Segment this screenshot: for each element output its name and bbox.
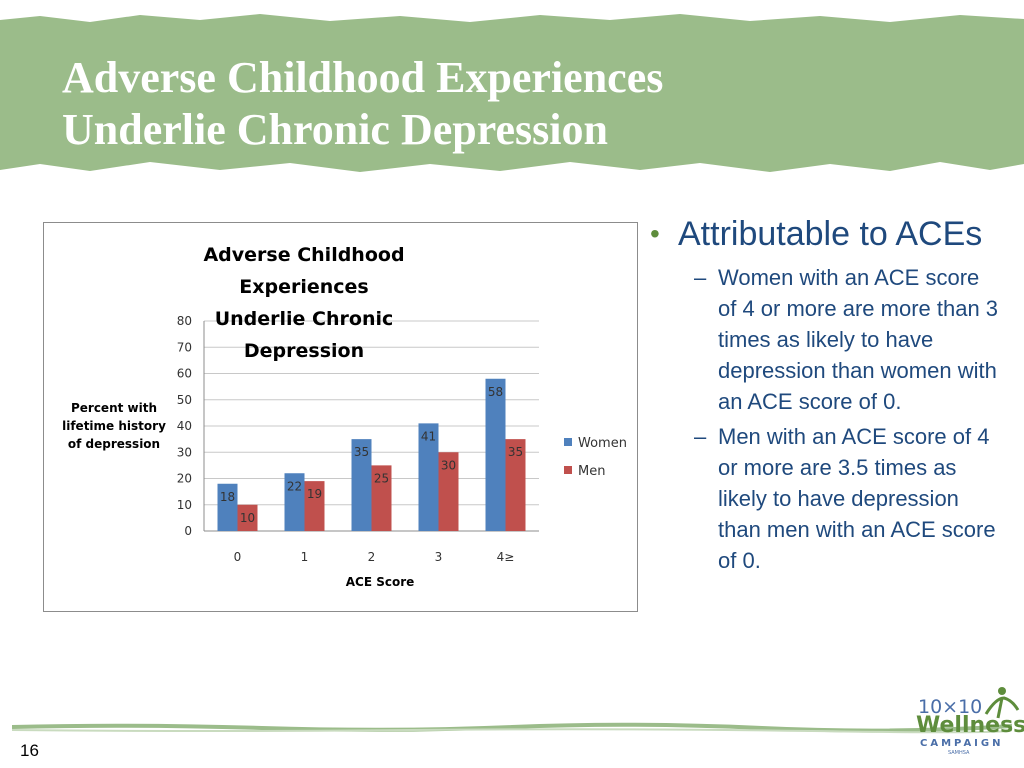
banner-shape: [0, 14, 1024, 172]
x-axis-label: ACE Score: [345, 575, 415, 589]
y-tick-label: 30: [177, 445, 192, 459]
legend-swatch-women: [564, 438, 572, 446]
x-tick-label: 1: [301, 550, 309, 564]
chart-title-line2: Underlie Chronic Depression: [214, 308, 394, 362]
chart-title-line1: Adverse Childhood Experiences: [203, 244, 405, 298]
bar-women: [217, 483, 238, 531]
logo-main: Wellness: [916, 713, 1024, 738]
slide-title-line2: Underlie Chronic Depression: [62, 105, 608, 154]
footer-divider: [12, 722, 1012, 734]
bar-men: [237, 504, 258, 531]
legend-item-women: Women: [564, 436, 627, 451]
y-axis-label-line3: of depression: [67, 437, 161, 451]
y-tick-label: 80: [177, 314, 192, 328]
bar-men: [438, 452, 459, 531]
bullet-dot: •: [650, 218, 660, 249]
bar-men: [304, 481, 325, 531]
data-label: 58: [488, 385, 503, 399]
y-axis-label-line1: Percent with: [70, 401, 158, 415]
x-tick-label: 4≥: [497, 550, 515, 564]
wellness-campaign-logo: 10×10 Wellness CAMPAIGN SAMHSA: [914, 686, 1024, 756]
dash-marker: –: [694, 265, 707, 290]
y-tick-label: 20: [177, 472, 192, 486]
page-number: 16: [20, 741, 39, 760]
y-tick-label: 60: [177, 367, 192, 381]
bar-women: [284, 473, 305, 531]
x-tick-label: 3: [435, 550, 443, 564]
data-label: 22: [287, 479, 302, 493]
dash-marker: –: [694, 424, 707, 449]
bar-men: [505, 439, 526, 531]
data-label: 35: [508, 445, 523, 459]
data-label: 25: [374, 471, 389, 485]
bullet-main: • Attributable to ACEs: [650, 214, 1000, 254]
y-tick-label: 40: [177, 419, 192, 433]
sub-bullet-text: Men with an ACE score of 4 or more are 3…: [718, 424, 996, 573]
bullet-list: • Attributable to ACEs – Women with an A…: [650, 214, 1000, 580]
y-tick-label: 10: [177, 498, 192, 512]
logo-top: 10×10: [918, 696, 983, 718]
sub-bullet-text: Women with an ACE score of 4 or more are…: [718, 265, 999, 414]
slide-title-line1: Adverse Childhood Experiences: [62, 53, 664, 102]
bullet-main-text: Attributable to ACEs: [678, 215, 983, 253]
chart-title: Adverse Childhood Experiences Underlie C…: [154, 239, 454, 367]
y-axis-label-line2: lifetime history: [62, 419, 166, 433]
bar-women: [351, 439, 372, 531]
data-label: 18: [220, 490, 235, 504]
data-label: 10: [240, 511, 255, 525]
sub-bullet-women: – Women with an ACE score of 4 or more a…: [650, 262, 1000, 417]
slide-title: Adverse Childhood Experiences Underlie C…: [62, 52, 663, 156]
data-label: 35: [354, 445, 369, 459]
logo-tiny: SAMHSA: [948, 750, 970, 756]
legend-item-men: Men: [564, 464, 605, 479]
bar-men: [371, 465, 392, 531]
legend-label-men: Men: [578, 464, 606, 479]
y-tick-label: 0: [184, 524, 192, 538]
y-axis-label: Percent with lifetime history of depress…: [58, 399, 170, 453]
data-label: 30: [441, 458, 456, 472]
legend-swatch-men: [564, 466, 572, 474]
figure-icon: [984, 687, 1020, 719]
bar-chart: 0 10 20 30 40 50 60 70 80 0 18 10 1 22 19 2 35 25 3 41 30 4≥ 5…: [177, 314, 539, 564]
logo-sub: CAMPAIGN: [920, 738, 1004, 749]
legend-label-women: Women: [578, 436, 627, 451]
bar-women: [418, 423, 439, 531]
y-tick-label: 70: [177, 340, 192, 354]
title-banner: Adverse Childhood Experiences Underlie C…: [0, 14, 1024, 174]
bar-women: [485, 378, 506, 531]
y-tick-label: 50: [177, 393, 192, 407]
x-tick-label: 0: [234, 550, 242, 564]
data-label: 19: [307, 487, 322, 501]
x-tick-label: 2: [368, 550, 376, 564]
sub-bullet-men: – Men with an ACE score of 4 or more are…: [650, 421, 1000, 576]
data-label: 41: [421, 429, 436, 443]
chart-frame: 0 10 20 30 40 50 60 70 80 0 18 10 1 22 19 2 35 25 3 41 30 4≥ 5…: [43, 222, 638, 612]
